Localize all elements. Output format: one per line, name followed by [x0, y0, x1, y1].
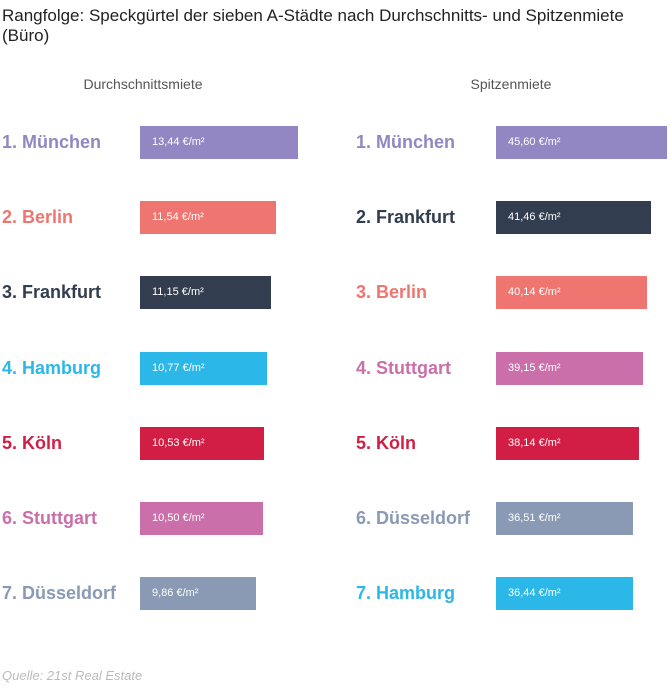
- bar: 36,51 €/m²: [496, 502, 633, 535]
- category-label: 6. Düsseldorf: [356, 508, 471, 528]
- bar-row: 7. Düsseldorf 9,86 €/m²: [0, 577, 670, 610]
- category-label: 4. Hamburg: [2, 358, 102, 378]
- bar-row: 4. Stuttgart 39,15 €/m²: [0, 352, 670, 385]
- category-label: 1. München: [2, 132, 102, 152]
- bar-value-label: 45,60 €/m²: [508, 136, 561, 148]
- bar: 11,15 €/m²: [140, 276, 271, 309]
- bar: 10,77 €/m²: [140, 352, 267, 385]
- bar: 10,50 €/m²: [140, 502, 263, 535]
- source-note: Quelle: 21st Real Estate: [2, 668, 143, 683]
- chart-title: Rangfolge: Speckgürtel der sieben A-Städ…: [2, 6, 624, 45]
- category-label: 7. Hamburg: [356, 583, 456, 603]
- bar: 36,44 €/m²: [496, 577, 633, 610]
- bar: 39,15 €/m²: [496, 352, 643, 385]
- bar-value-label: 36,44 €/m²: [508, 587, 561, 599]
- bar-row: 5. Köln 10,53 €/m²: [0, 427, 670, 460]
- panel-title-average-rent: Durchschnittsmiete: [83, 76, 203, 92]
- bar-value-label: 41,46 €/m²: [508, 211, 561, 223]
- bar-row: 5. Köln 38,14 €/m²: [0, 427, 670, 460]
- bar: 38,14 €/m²: [496, 427, 639, 460]
- category-label: 1. München: [356, 132, 456, 152]
- bar: 10,53 €/m²: [140, 427, 264, 460]
- category-label: 5. Köln: [2, 433, 63, 453]
- bar: 11,54 €/m²: [140, 201, 276, 234]
- bar-value-label: 11,15 €/m²: [152, 286, 204, 298]
- category-label: 3. Berlin: [356, 282, 428, 302]
- bar-row: 2. Berlin 11,54 €/m²: [0, 201, 670, 234]
- category-label: 7. Düsseldorf: [2, 583, 117, 603]
- category-label: 6. Stuttgart: [2, 508, 98, 528]
- bar-value-label: 38,14 €/m²: [508, 437, 561, 449]
- bar-row: 1. München 13,44 €/m²: [0, 126, 670, 159]
- panel-title-peak-rent: Spitzenmiete: [470, 76, 552, 92]
- bar: 41,46 €/m²: [496, 201, 651, 234]
- bar-value-label: 40,14 €/m²: [508, 286, 561, 298]
- bar-row: 4. Hamburg 10,77 €/m²: [0, 352, 670, 385]
- bar-value-label: 39,15 €/m²: [508, 362, 561, 374]
- bar-row: 6. Stuttgart 10,50 €/m²: [0, 502, 670, 535]
- bar: 45,60 €/m²: [496, 126, 667, 159]
- bar-row: 3. Frankfurt 11,15 €/m²: [0, 276, 670, 309]
- category-label: 3. Frankfurt: [2, 282, 102, 302]
- bar: 40,14 €/m²: [496, 276, 647, 309]
- bar-value-label: 36,51 €/m²: [508, 512, 561, 524]
- bar-value-label: 9,86 €/m²: [152, 587, 199, 599]
- category-label: 2. Berlin: [2, 207, 74, 227]
- bar-row: 6. Düsseldorf 36,51 €/m²: [0, 502, 670, 535]
- bar: 9,86 €/m²: [140, 577, 256, 610]
- bar-value-label: 13,44 €/m²: [152, 136, 205, 148]
- bar: 13,44 €/m²: [140, 126, 298, 159]
- category-label: 2. Frankfurt: [356, 207, 456, 227]
- bar-value-label: 11,54 €/m²: [152, 211, 204, 223]
- bar-value-label: 10,77 €/m²: [152, 362, 205, 374]
- bar-row: 7. Hamburg 36,44 €/m²: [0, 577, 670, 610]
- bar-row: 1. München 45,60 €/m²: [0, 126, 670, 159]
- bar-value-label: 10,50 €/m²: [152, 512, 205, 524]
- category-label: 5. Köln: [356, 433, 417, 453]
- bar-row: 3. Berlin 40,14 €/m²: [0, 276, 670, 309]
- bar-row: 2. Frankfurt 41,46 €/m²: [0, 201, 670, 234]
- bar-value-label: 10,53 €/m²: [152, 437, 205, 449]
- category-label: 4. Stuttgart: [356, 358, 452, 378]
